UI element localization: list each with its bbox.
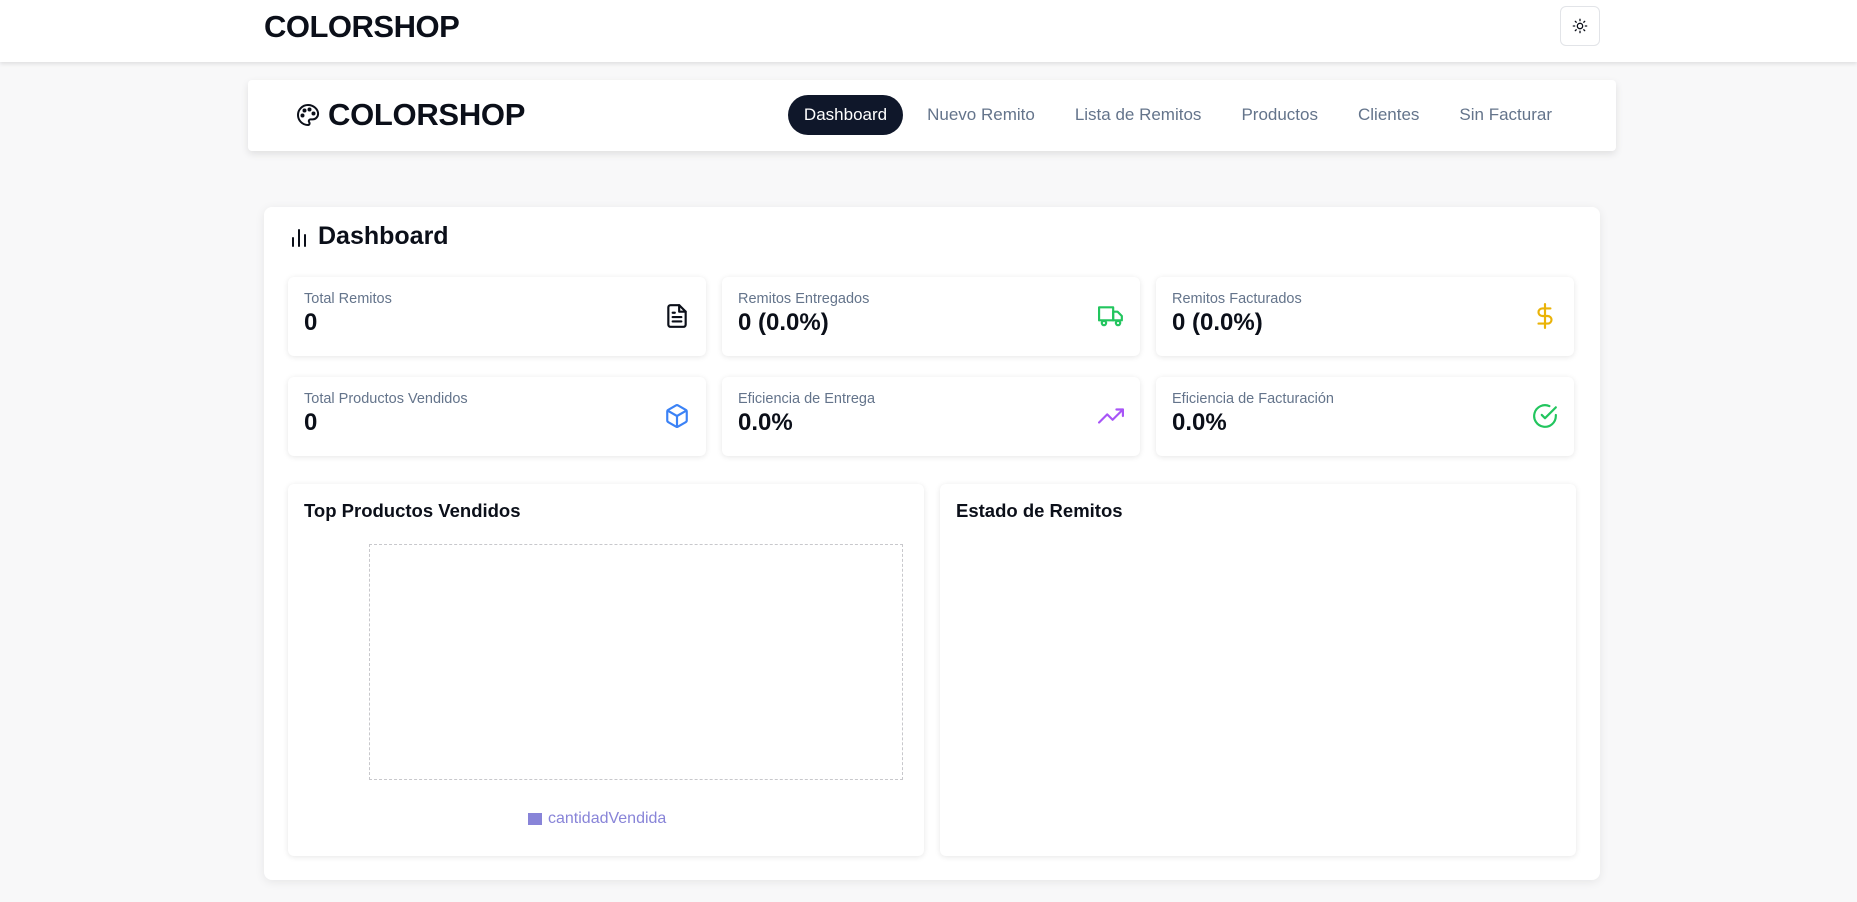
stat-value: 0.0% xyxy=(1172,409,1227,436)
stat-label: Total Remitos xyxy=(304,291,392,307)
stat-label: Remitos Entregados xyxy=(738,291,870,307)
app-title: COLORSHOP xyxy=(264,9,460,44)
truck-icon xyxy=(1098,306,1123,327)
stat-label: Remitos Facturados xyxy=(1172,291,1302,307)
dashboard-card: Dashboard Total Remitos 0 Remitos Entreg… xyxy=(264,207,1600,880)
nav-link-clientes[interactable]: Clientes xyxy=(1357,105,1420,124)
nav-link-productos[interactable]: Productos xyxy=(1241,105,1318,124)
stat-label: Eficiencia de Facturación xyxy=(1172,391,1334,407)
top-bar: COLORSHOP xyxy=(0,0,1857,62)
stat-value: 0 xyxy=(304,309,318,336)
dollar-icon xyxy=(1537,303,1553,329)
stat-card-eficiencia-entrega: Eficiencia de Entrega 0.0% xyxy=(722,377,1140,456)
chart-plot-area xyxy=(369,544,903,780)
panel-title: Top Productos Vendidos xyxy=(304,500,521,521)
stat-value: 0 (0.0%) xyxy=(738,309,829,336)
nav-link-dashboard[interactable]: Dashboard xyxy=(787,95,904,135)
page-title: Dashboard xyxy=(318,222,449,250)
legend-label: cantidadVendida xyxy=(548,810,667,827)
stat-card-remitos-entregados: Remitos Entregados 0 (0.0%) xyxy=(722,277,1140,356)
brand[interactable]: COLORSHOP xyxy=(296,97,525,133)
sun-icon xyxy=(1572,18,1588,34)
top-products-panel: Top Productos Vendidos cantidadVendida xyxy=(288,484,924,856)
legend-swatch xyxy=(528,813,542,825)
package-icon xyxy=(666,404,688,428)
file-text-icon xyxy=(667,304,687,328)
remitos-status-panel: Estado de Remitos xyxy=(940,484,1576,856)
nav-link-lista-de-remitos[interactable]: Lista de Remitos xyxy=(1074,105,1202,124)
stat-card-total-productos-vendidos: Total Productos Vendidos 0 xyxy=(288,377,706,456)
palette-icon xyxy=(297,104,320,126)
stat-card-eficiencia-facturacion: Eficiencia de Facturación 0.0% xyxy=(1156,377,1574,456)
stat-card-total-remitos: Total Remitos 0 xyxy=(288,277,706,356)
bar-chart-icon xyxy=(292,228,306,247)
main-navbar: COLORSHOP Dashboard Nuevo Remito Lista d… xyxy=(248,80,1616,151)
trending-up-icon xyxy=(1098,408,1124,424)
stat-label: Eficiencia de Entrega xyxy=(738,391,876,407)
nav-link-nuevo-remito[interactable]: Nuevo Remito xyxy=(927,105,1035,124)
stat-card-remitos-facturados: Remitos Facturados 0 (0.0%) xyxy=(1156,277,1574,356)
stat-value: 0 (0.0%) xyxy=(1172,309,1263,336)
stat-value: 0.0% xyxy=(738,409,793,436)
check-circle-icon xyxy=(1533,404,1557,428)
theme-toggle-button[interactable] xyxy=(1560,6,1600,46)
nav-link-sin-facturar[interactable]: Sin Facturar xyxy=(1459,105,1552,124)
dashboard-heading: Dashboard xyxy=(290,222,449,251)
brand-name: COLORSHOP xyxy=(328,97,526,132)
stat-label: Total Productos Vendidos xyxy=(304,391,468,407)
nav-links: Dashboard Nuevo Remito Lista de Remitos … xyxy=(787,95,1568,135)
stat-value: 0 xyxy=(304,409,318,436)
panel-title: Estado de Remitos xyxy=(956,500,1123,521)
chart-legend[interactable]: cantidadVendida xyxy=(528,810,666,828)
